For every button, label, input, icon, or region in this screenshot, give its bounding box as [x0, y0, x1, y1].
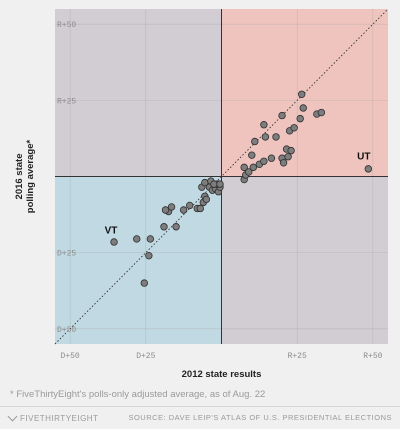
- data-point: [145, 251, 153, 260]
- data-point: [284, 153, 292, 161]
- data-point: [167, 203, 176, 211]
- data-point: [210, 180, 218, 188]
- data-point: [240, 163, 248, 172]
- data-point: [202, 195, 211, 204]
- data-point: [133, 235, 141, 243]
- y-tick-label: R+25: [57, 97, 76, 106]
- brand-name: FIVETHIRTYEIGHT: [20, 414, 99, 423]
- annotation-label: VT: [105, 225, 118, 236]
- fivethirtyeight-icon: [8, 413, 17, 422]
- footnote: * FiveThirtyEight's polls-only adjusted …: [10, 389, 266, 400]
- y-axis-title-line: 2016 state: [14, 154, 25, 200]
- data-point: [317, 108, 326, 117]
- data-point: [364, 165, 373, 173]
- quadrant-top-left: [55, 9, 222, 177]
- data-point: [110, 238, 118, 246]
- data-point: [186, 201, 194, 210]
- data-point: [245, 168, 253, 176]
- x-axis-title: 2012 state results: [182, 369, 262, 380]
- data-point: [278, 111, 286, 120]
- data-point: [267, 154, 276, 162]
- data-point: [140, 279, 149, 287]
- data-point: [260, 121, 268, 129]
- data-point: [260, 157, 268, 165]
- x-tick-label: D+50: [61, 352, 80, 361]
- data-point: [248, 151, 256, 159]
- data-point: [298, 90, 306, 98]
- data-point: [249, 163, 257, 172]
- data-point: [216, 180, 224, 188]
- data-point: [146, 235, 155, 243]
- y-tick-label: R+50: [57, 21, 76, 30]
- scatter-chart: D+50 D+25 R+25 R+50 R+50 R+25 D+25 D+50 UT VT 2012…: [14, 8, 389, 380]
- y-tick-label: D+50: [57, 326, 76, 335]
- y-axis-title: 2016 statepolling average*: [14, 140, 36, 214]
- data-point: [261, 133, 270, 141]
- source-credit: SOURCE: DAVE LEIP'S ATLAS OF U.S. PRESID…: [128, 413, 392, 422]
- y-tick-label: D+25: [57, 250, 76, 259]
- x-tick-label: R+50: [363, 352, 382, 361]
- y-axis-title-line: polling average*: [25, 140, 36, 214]
- x-tick-label: D+25: [136, 352, 155, 361]
- data-point: [287, 146, 295, 155]
- data-point: [161, 206, 170, 214]
- data-point: [272, 133, 280, 141]
- annotation-label: UT: [357, 151, 370, 162]
- data-point: [279, 159, 288, 167]
- quadrant-bottom-right: [221, 176, 388, 344]
- data-point: [299, 104, 307, 112]
- x-tick-label: R+25: [288, 352, 307, 361]
- data-point: [160, 223, 168, 231]
- data-point: [172, 223, 180, 231]
- data-point: [201, 178, 209, 187]
- brand-logo: FIVETHIRTYEIGHT: [8, 413, 98, 423]
- data-point: [196, 204, 205, 213]
- data-point: [251, 137, 259, 146]
- data-point: [296, 114, 304, 123]
- data-point: [179, 206, 188, 214]
- footer: FIVETHIRTYEIGHT SOURCE: DAVE LEIP'S ATLA…: [0, 406, 400, 429]
- data-point: [290, 124, 298, 132]
